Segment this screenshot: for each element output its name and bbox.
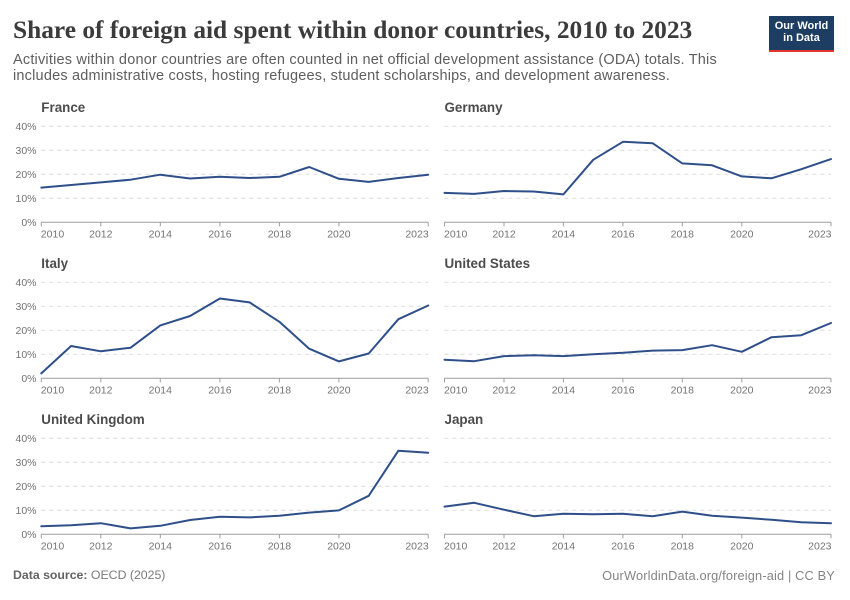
svg-text:2010: 2010: [444, 229, 468, 241]
svg-text:2016: 2016: [611, 229, 635, 241]
svg-text:10%: 10%: [15, 193, 36, 205]
svg-text:2014: 2014: [149, 229, 173, 241]
svg-text:2010: 2010: [444, 541, 468, 553]
svg-text:France: France: [41, 100, 85, 115]
svg-text:2023: 2023: [808, 385, 832, 397]
svg-text:2016: 2016: [208, 541, 232, 553]
svg-text:2010: 2010: [41, 541, 65, 553]
svg-text:2018: 2018: [671, 541, 695, 553]
svg-text:2010: 2010: [41, 229, 65, 241]
svg-text:Germany: Germany: [445, 100, 504, 115]
svg-text:2012: 2012: [89, 385, 113, 397]
svg-text:20%: 20%: [15, 169, 36, 181]
svg-text:2020: 2020: [327, 229, 351, 241]
svg-text:United States: United States: [445, 256, 531, 271]
svg-text:2014: 2014: [552, 385, 576, 397]
svg-text:2016: 2016: [208, 229, 232, 241]
svg-text:Italy: Italy: [41, 256, 68, 271]
svg-text:Japan: Japan: [445, 412, 484, 427]
svg-text:2020: 2020: [730, 541, 754, 553]
svg-text:2023: 2023: [405, 229, 429, 241]
svg-text:2023: 2023: [808, 229, 832, 241]
svg-text:2014: 2014: [552, 229, 576, 241]
svg-text:30%: 30%: [15, 145, 36, 157]
svg-text:2016: 2016: [611, 541, 635, 553]
svg-text:2016: 2016: [208, 385, 232, 397]
svg-text:2018: 2018: [268, 229, 292, 241]
svg-text:2023: 2023: [808, 541, 832, 553]
svg-text:20%: 20%: [15, 325, 36, 337]
svg-text:United Kingdom: United Kingdom: [41, 412, 144, 427]
svg-text:2016: 2016: [611, 385, 635, 397]
svg-text:2014: 2014: [149, 385, 173, 397]
svg-text:2020: 2020: [327, 541, 351, 553]
svg-text:30%: 30%: [15, 301, 36, 313]
svg-text:2023: 2023: [405, 541, 429, 553]
svg-text:30%: 30%: [15, 457, 36, 469]
svg-text:2012: 2012: [492, 541, 516, 553]
svg-text:2012: 2012: [492, 385, 516, 397]
svg-text:0%: 0%: [21, 217, 36, 229]
svg-text:10%: 10%: [15, 505, 36, 517]
svg-text:2012: 2012: [89, 229, 113, 241]
svg-text:2012: 2012: [89, 541, 113, 553]
svg-text:2018: 2018: [268, 541, 292, 553]
svg-text:10%: 10%: [15, 349, 36, 361]
svg-text:20%: 20%: [15, 481, 36, 493]
svg-text:2018: 2018: [671, 385, 695, 397]
svg-text:2012: 2012: [492, 229, 516, 241]
svg-text:2023: 2023: [405, 385, 429, 397]
svg-text:40%: 40%: [15, 433, 36, 445]
svg-text:0%: 0%: [21, 529, 36, 541]
svg-text:2018: 2018: [268, 385, 292, 397]
svg-text:0%: 0%: [21, 373, 36, 385]
svg-text:2014: 2014: [149, 541, 173, 553]
svg-text:2020: 2020: [730, 229, 754, 241]
svg-text:2020: 2020: [730, 385, 754, 397]
svg-text:2014: 2014: [552, 541, 576, 553]
svg-text:40%: 40%: [15, 121, 36, 133]
svg-text:2010: 2010: [444, 385, 468, 397]
svg-text:2010: 2010: [41, 385, 65, 397]
svg-text:40%: 40%: [15, 277, 36, 289]
svg-text:2020: 2020: [327, 385, 351, 397]
svg-text:2018: 2018: [671, 229, 695, 241]
